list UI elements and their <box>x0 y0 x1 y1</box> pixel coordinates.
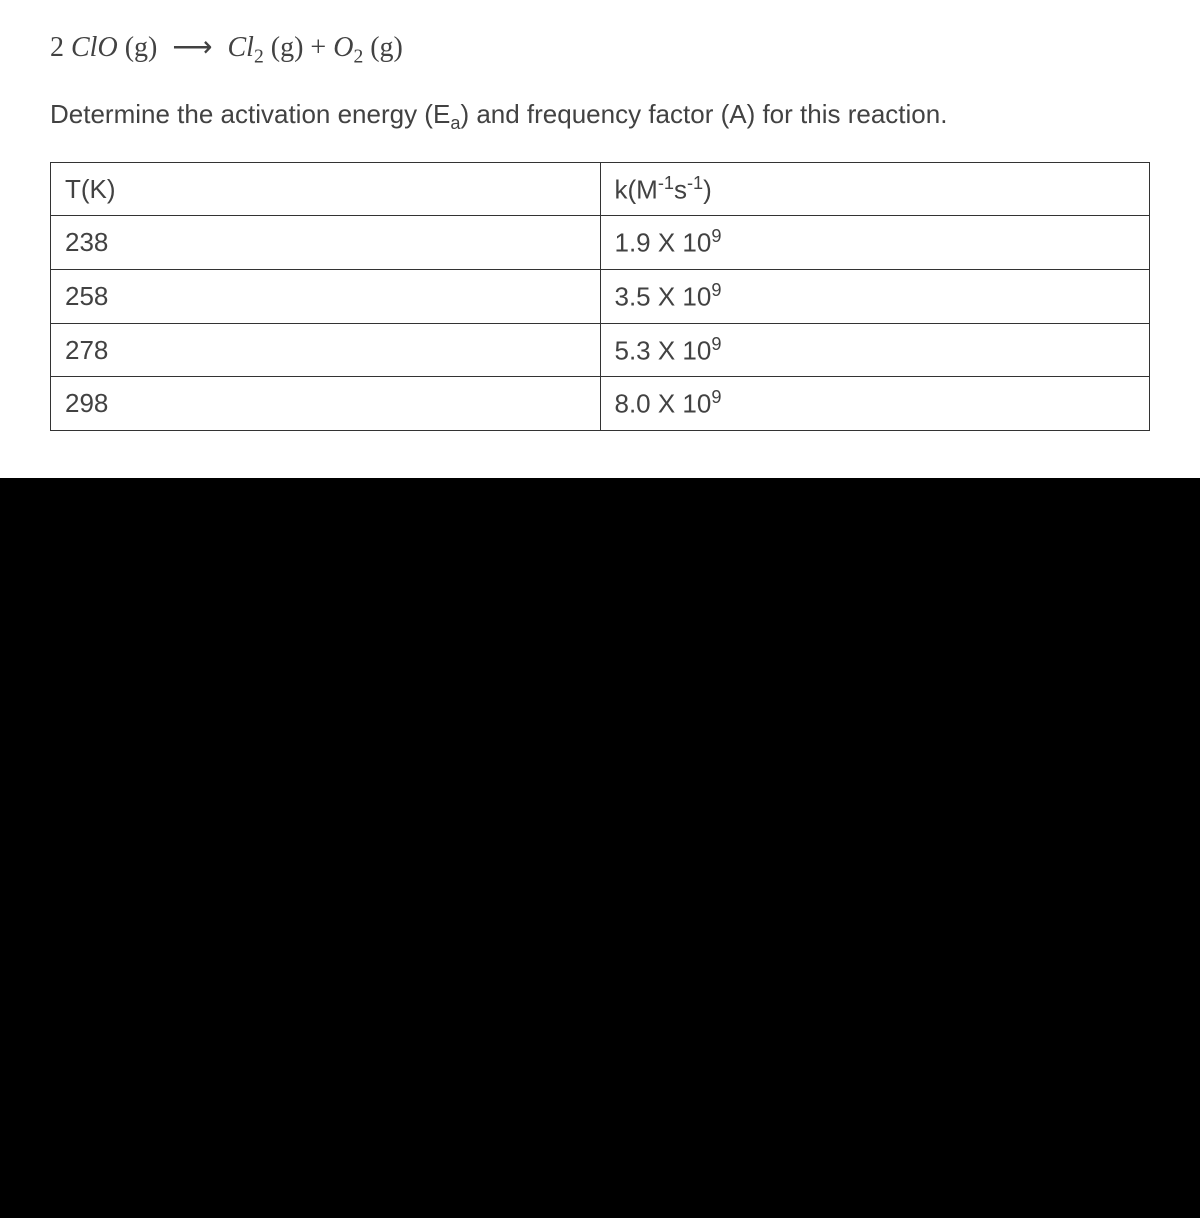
rhs1-state: (g) <box>271 32 304 63</box>
lhs-state: (g) <box>125 32 158 63</box>
header-rate-constant: k(M-1s-1) <box>600 162 1150 216</box>
cell-temperature: 258 <box>51 270 601 324</box>
header-temperature: T(K) <box>51 162 601 216</box>
prompt-pre: Determine the activation energy (E <box>50 99 450 129</box>
k-mid: s <box>674 174 687 204</box>
k-pre: k(M <box>615 174 658 204</box>
cell-rate-constant: 3.5 X 109 <box>600 270 1150 324</box>
table-header-row: T(K) k(M-1s-1) <box>51 162 1150 216</box>
cell-temperature: 238 <box>51 216 601 270</box>
k-exp: 9 <box>711 280 721 300</box>
rhs2-state: (g) <box>370 32 403 63</box>
rhs2-sub: 2 <box>353 47 363 68</box>
masked-region <box>0 478 1200 1218</box>
cell-rate-constant: 1.9 X 109 <box>600 216 1150 270</box>
k-exp: 9 <box>711 226 721 246</box>
plus-sign: + <box>310 32 326 63</box>
prompt-sub: a <box>450 113 460 133</box>
content-area: 2 ClO (g) ⟶ Cl2 (g) + O2 (g) Determine t… <box>0 0 1200 461</box>
cell-temperature: 298 <box>51 377 601 431</box>
question-prompt: Determine the activation energy (Ea) and… <box>50 99 1150 134</box>
table-row: 278 5.3 X 109 <box>51 323 1150 377</box>
cell-rate-constant: 5.3 X 109 <box>600 323 1150 377</box>
table-row: 298 8.0 X 109 <box>51 377 1150 431</box>
table-row: 238 1.9 X 109 <box>51 216 1150 270</box>
k-base: 8.0 X 10 <box>615 389 712 419</box>
k-exp: 9 <box>711 387 721 407</box>
reaction-equation: 2 ClO (g) ⟶ Cl2 (g) + O2 (g) <box>50 30 1150 69</box>
rhs2-species: O <box>333 32 353 63</box>
cell-rate-constant: 8.0 X 109 <box>600 377 1150 431</box>
table-row: 258 3.5 X 109 <box>51 270 1150 324</box>
arrow-icon: ⟶ <box>172 30 212 64</box>
k-sup1: -1 <box>658 173 674 193</box>
lhs-coeff: 2 <box>50 32 64 63</box>
data-table: T(K) k(M-1s-1) 238 1.9 X 109 258 3.5 X 1… <box>50 162 1150 431</box>
cell-temperature: 278 <box>51 323 601 377</box>
k-exp: 9 <box>711 334 721 354</box>
rhs1-sub: 2 <box>254 47 264 68</box>
lhs-species: ClO <box>71 32 118 63</box>
k-base: 3.5 X 10 <box>615 282 712 312</box>
k-post: ) <box>703 174 712 204</box>
k-base: 5.3 X 10 <box>615 335 712 365</box>
rhs1-species: Cl <box>227 32 253 63</box>
k-base: 1.9 X 10 <box>615 228 712 258</box>
k-sup2: -1 <box>687 173 703 193</box>
prompt-post: ) and frequency factor (A) for this reac… <box>460 99 947 129</box>
